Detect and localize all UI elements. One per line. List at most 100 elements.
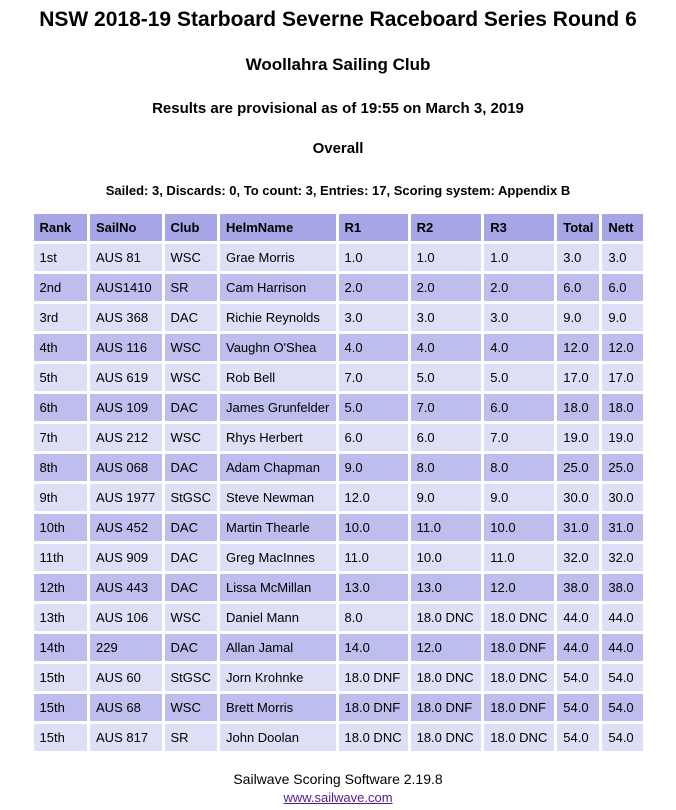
cell-r1: 18.0 DNC — [338, 724, 408, 751]
cell-sailno: AUS1410 — [90, 274, 162, 301]
cell-r2: 12.0 — [410, 634, 482, 661]
cell-r1: 14.0 — [338, 634, 408, 661]
cell-r2: 8.0 — [410, 454, 482, 481]
cell-r2: 5.0 — [410, 364, 482, 391]
cell-total: 32.0 — [557, 544, 600, 571]
cell-helmname: Cam Harrison — [219, 274, 336, 301]
cell-nett: 44.0 — [602, 634, 643, 661]
cell-total: 9.0 — [557, 304, 600, 331]
cell-total: 54.0 — [557, 664, 600, 691]
cell-nett: 12.0 — [602, 334, 643, 361]
cell-sailno: AUS 452 — [90, 514, 162, 541]
cell-rank: 2nd — [33, 274, 88, 301]
cell-r2: 10.0 — [410, 544, 482, 571]
cell-nett: 25.0 — [602, 454, 643, 481]
cell-r3: 11.0 — [484, 544, 555, 571]
cell-r1: 9.0 — [338, 454, 408, 481]
cell-helmname: Grae Morris — [219, 244, 336, 271]
table-row: 11th AUS 909 DAC Greg MacInnes 11.0 10.0 11.0 3… — [33, 544, 643, 571]
cell-rank: 3rd — [33, 304, 88, 331]
cell-r3: 18.0 DNC — [484, 724, 555, 751]
cell-helmname: Rhys Herbert — [219, 424, 336, 451]
table-row: 7th AUS 212 WSC Rhys Herbert 6.0 6.0 7.0 19.0 19… — [33, 424, 643, 451]
cell-sailno: AUS 368 — [90, 304, 162, 331]
cell-nett: 6.0 — [602, 274, 643, 301]
cell-nett: 9.0 — [602, 304, 643, 331]
cell-sailno: AUS 109 — [90, 394, 162, 421]
cell-r3: 18.0 DNF — [484, 694, 555, 721]
cell-nett: 38.0 — [602, 574, 643, 601]
table-row: 6th AUS 109 DAC James Grunfelder 5.0 7.0 6.0 18… — [33, 394, 643, 421]
cell-rank: 5th — [33, 364, 88, 391]
cell-r3: 18.0 DNF — [484, 634, 555, 661]
cell-rank: 11th — [33, 544, 88, 571]
table-row: 15th AUS 817 SR John Doolan 18.0 DNC 18.0 DNC… — [33, 724, 643, 751]
cell-helmname: Jorn Krohnke — [219, 664, 336, 691]
results-table: Rank SailNo Club HelmName R1 R2 R3 Total… — [31, 211, 646, 754]
cell-sailno: AUS 1977 — [90, 484, 162, 511]
cell-helmname: Adam Chapman — [219, 454, 336, 481]
cell-r1: 2.0 — [338, 274, 408, 301]
cell-sailno: AUS 817 — [90, 724, 162, 751]
cell-r2: 9.0 — [410, 484, 482, 511]
cell-r1: 3.0 — [338, 304, 408, 331]
cell-r2: 3.0 — [410, 304, 482, 331]
software-credit: Sailwave Scoring Software 2.19.8 — [233, 771, 443, 787]
cell-club: DAC — [164, 634, 217, 661]
cell-club: WSC — [164, 334, 217, 361]
cell-r2: 18.0 DNC — [410, 604, 482, 631]
table-row: 2nd AUS1410 SR Cam Harrison 2.0 2.0 2.0 6.0 6.0 — [33, 274, 643, 301]
cell-r1: 5.0 — [338, 394, 408, 421]
cell-r3: 18.0 DNC — [484, 604, 555, 631]
table-row: 14th 229 DAC Allan Jamal 14.0 12.0 18.0 DNF 44.… — [33, 634, 643, 661]
cell-rank: 7th — [33, 424, 88, 451]
cell-club: WSC — [164, 694, 217, 721]
cell-total: 18.0 — [557, 394, 600, 421]
table-row: 15th AUS 68 WSC Brett Morris 18.0 DNF 18.0 DN… — [33, 694, 643, 721]
cell-r2: 18.0 DNC — [410, 664, 482, 691]
cell-r2: 1.0 — [410, 244, 482, 271]
cell-sailno: AUS 068 — [90, 454, 162, 481]
cell-total: 31.0 — [557, 514, 600, 541]
sailwave-link[interactable]: www.sailwave.com — [283, 790, 393, 805]
cell-r3: 2.0 — [484, 274, 555, 301]
cell-r2: 13.0 — [410, 574, 482, 601]
cell-total: 44.0 — [557, 604, 600, 631]
cell-helmname: Vaughn O'Shea — [219, 334, 336, 361]
cell-nett: 30.0 — [602, 484, 643, 511]
cell-r1: 7.0 — [338, 364, 408, 391]
cell-helmname: Steve Newman — [219, 484, 336, 511]
column-header-helmname: HelmName — [219, 214, 336, 241]
cell-helmname: Martin Thearle — [219, 514, 336, 541]
cell-nett: 32.0 — [602, 544, 643, 571]
column-header-nett: Nett — [602, 214, 643, 241]
cell-total: 54.0 — [557, 694, 600, 721]
cell-r3: 9.0 — [484, 484, 555, 511]
column-header-club: Club — [164, 214, 217, 241]
cell-rank: 12th — [33, 574, 88, 601]
cell-total: 44.0 — [557, 634, 600, 661]
cell-r3: 3.0 — [484, 304, 555, 331]
cell-r3: 10.0 — [484, 514, 555, 541]
column-header-total: Total — [557, 214, 600, 241]
cell-nett: 44.0 — [602, 604, 643, 631]
cell-r3: 6.0 — [484, 394, 555, 421]
cell-club: WSC — [164, 244, 217, 271]
cell-club: WSC — [164, 424, 217, 451]
page-title: NSW 2018-19 Starboard Severne Raceboard … — [39, 8, 637, 31]
section-title: Overall — [312, 140, 364, 157]
cell-club: SR — [164, 724, 217, 751]
cell-r1: 12.0 — [338, 484, 408, 511]
cell-total: 54.0 — [557, 724, 600, 751]
cell-rank: 15th — [33, 664, 88, 691]
cell-r1: 4.0 — [338, 334, 408, 361]
cell-r3: 7.0 — [484, 424, 555, 451]
cell-sailno: AUS 106 — [90, 604, 162, 631]
cell-r3: 5.0 — [484, 364, 555, 391]
series-summary: Sailed: 3, Discards: 0, To count: 3, Ent… — [105, 183, 571, 198]
table-row: 15th AUS 60 StGSC Jorn Krohnke 18.0 DNF 18.0 … — [33, 664, 643, 691]
column-header-r2: R2 — [410, 214, 482, 241]
cell-r1: 8.0 — [338, 604, 408, 631]
table-row: 10th AUS 452 DAC Martin Thearle 10.0 11.0 10.0… — [33, 514, 643, 541]
cell-club: SR — [164, 274, 217, 301]
